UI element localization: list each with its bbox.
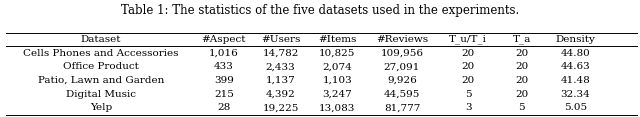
Text: 2,433: 2,433 [266,62,296,71]
Text: Dataset: Dataset [81,35,121,44]
Text: 5: 5 [518,103,525,112]
Text: 5: 5 [465,90,472,99]
Text: 215: 215 [214,90,234,99]
Text: 20: 20 [461,62,475,71]
Text: 433: 433 [214,62,234,71]
Text: 44.80: 44.80 [561,49,590,58]
Text: T_u/T_i: T_u/T_i [449,35,487,44]
Text: 27,091: 27,091 [384,62,420,71]
Text: 44,595: 44,595 [384,90,420,99]
Text: 5.05: 5.05 [564,103,587,112]
Text: 19,225: 19,225 [262,103,299,112]
Text: 28: 28 [217,103,230,112]
Text: 1,137: 1,137 [266,76,296,85]
Text: 1,103: 1,103 [323,76,352,85]
Text: Digital Music: Digital Music [66,90,136,99]
Text: #Reviews: #Reviews [376,35,428,44]
Text: 3: 3 [465,103,472,112]
Text: #Aspect: #Aspect [202,35,246,44]
Text: 13,083: 13,083 [319,103,356,112]
Text: Patio, Lawn and Garden: Patio, Lawn and Garden [38,76,164,85]
Text: 41.48: 41.48 [561,76,590,85]
Text: 20: 20 [515,49,529,58]
Text: 20: 20 [461,49,475,58]
Text: 14,782: 14,782 [262,49,299,58]
Text: 4,392: 4,392 [266,90,296,99]
Text: Office Product: Office Product [63,62,139,71]
Text: 399: 399 [214,76,234,85]
Text: Table 1: The statistics of the five datasets used in the experiments.: Table 1: The statistics of the five data… [121,4,519,16]
Text: Density: Density [556,35,595,44]
Text: 32.34: 32.34 [561,90,590,99]
Text: 20: 20 [515,62,529,71]
Text: 9,926: 9,926 [387,76,417,85]
Text: 3,247: 3,247 [323,90,352,99]
Text: #Items: #Items [318,35,356,44]
Text: 20: 20 [515,76,529,85]
Text: 10,825: 10,825 [319,49,356,58]
Text: 20: 20 [461,76,475,85]
Text: 1,016: 1,016 [209,49,239,58]
Text: 109,956: 109,956 [380,49,424,58]
Text: #Users: #Users [261,35,300,44]
Text: 44.63: 44.63 [561,62,590,71]
Text: 2,074: 2,074 [323,62,352,71]
Text: T_a: T_a [513,35,531,44]
Text: Cells Phones and Accessories: Cells Phones and Accessories [23,49,179,58]
Text: Yelp: Yelp [90,103,112,112]
Text: 81,777: 81,777 [384,103,420,112]
Text: 20: 20 [515,90,529,99]
